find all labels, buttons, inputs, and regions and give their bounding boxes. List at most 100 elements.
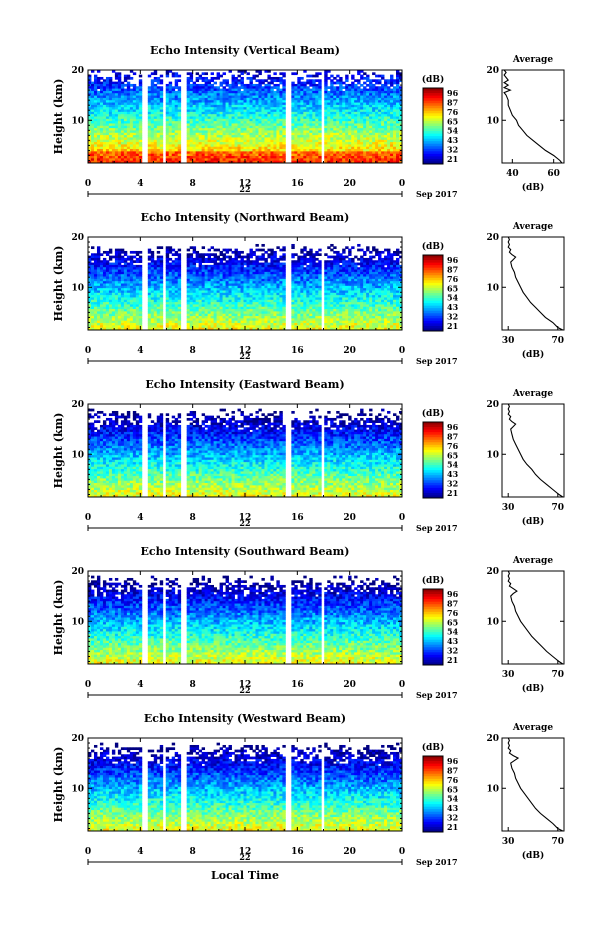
heat-cell (175, 158, 178, 161)
heat-cell (273, 100, 276, 103)
heat-cell (112, 135, 115, 138)
heat-cell (244, 100, 247, 103)
heat-cell (226, 93, 229, 96)
heat-cell (169, 93, 172, 96)
heat-cell (372, 142, 375, 145)
heat-cell (232, 84, 235, 87)
heat-cell (279, 130, 282, 133)
colorbar-band (423, 136, 443, 139)
heat-cell (264, 135, 267, 138)
heat-cell (375, 253, 378, 256)
heat-cell (100, 154, 103, 157)
heat-cell (88, 91, 91, 94)
heat-cell (381, 126, 384, 129)
heat-cell (390, 112, 393, 115)
heat-cell (241, 103, 244, 106)
heat-cell (220, 130, 223, 133)
heat-cell (249, 79, 252, 82)
heat-cell (208, 100, 211, 103)
heat-cell (127, 77, 130, 80)
heat-cell (205, 100, 208, 103)
heat-cell (202, 149, 205, 152)
heat-cell (172, 130, 175, 133)
heat-cell (232, 123, 235, 126)
heat-cell (226, 84, 229, 87)
heat-cell (187, 130, 190, 133)
heat-cell (273, 72, 276, 75)
heat-cell (157, 256, 160, 259)
heat-cell (261, 112, 264, 115)
heat-cell (226, 126, 229, 129)
heat-cell (103, 263, 106, 266)
heat-cell (282, 107, 285, 110)
heat-cell (124, 84, 127, 87)
heat-cell (202, 93, 205, 96)
heat-cell (178, 126, 181, 129)
heat-cell (202, 100, 205, 103)
heat-cell (178, 75, 181, 78)
heat-cell (282, 126, 285, 129)
heat-cell (136, 144, 139, 147)
heat-cell (106, 263, 109, 266)
heat-cell (267, 126, 270, 129)
heat-cell (238, 82, 241, 85)
heat-cell (336, 130, 339, 133)
heat-cell (276, 79, 279, 82)
heat-cell (393, 126, 396, 129)
heat-cell (118, 256, 121, 259)
heat-cell (345, 158, 348, 161)
heat-cell (372, 154, 375, 157)
heat-cell (330, 249, 333, 252)
heat-cell (217, 258, 220, 261)
heat-cell (229, 84, 232, 87)
heat-cell (333, 123, 336, 126)
heat-cell (354, 79, 357, 82)
heat-cell (282, 144, 285, 147)
average-title: Average (512, 55, 553, 65)
heat-cell (282, 117, 285, 120)
heat-cell (312, 93, 315, 96)
heat-cell (169, 84, 172, 87)
heat-cell (100, 263, 103, 266)
heat-cell (264, 126, 267, 129)
heat-cell (160, 75, 163, 78)
heat-cell (223, 263, 226, 266)
heat-cell (91, 263, 94, 266)
heat-cell (190, 103, 193, 106)
heat-cell (297, 130, 300, 133)
heat-cell (375, 142, 378, 145)
heat-cell (258, 258, 261, 261)
heat-cell (157, 117, 160, 120)
heat-cell (297, 158, 300, 161)
heat-cell (235, 154, 238, 157)
heat-cell (261, 244, 264, 247)
heat-cell (214, 249, 217, 252)
heat-cell (360, 158, 363, 161)
heat-cell (124, 100, 127, 103)
heat-cell (205, 93, 208, 96)
heat-cell (148, 258, 151, 261)
heat-cell (312, 117, 315, 120)
heat-cell (241, 86, 244, 89)
heat-cell (309, 158, 312, 161)
heat-cell (282, 100, 285, 103)
heat-cell (88, 77, 91, 80)
heat-cell (252, 103, 255, 106)
heat-cell (345, 135, 348, 138)
heat-cell (151, 72, 154, 75)
heat-cell (196, 84, 199, 87)
heat-cell (244, 126, 247, 129)
heat-cell (172, 135, 175, 138)
heat-cell (324, 107, 327, 110)
heat-cell (196, 93, 199, 96)
heat-cell (217, 126, 220, 129)
heat-cell (276, 130, 279, 133)
heat-cell (369, 93, 372, 96)
heat-cell (267, 123, 270, 126)
heat-cell (133, 103, 136, 106)
heat-cell (97, 103, 100, 106)
heat-cell (196, 100, 199, 103)
heat-cell (241, 142, 244, 145)
x-tick-label: 4 (137, 179, 143, 189)
heat-cell (360, 100, 363, 103)
